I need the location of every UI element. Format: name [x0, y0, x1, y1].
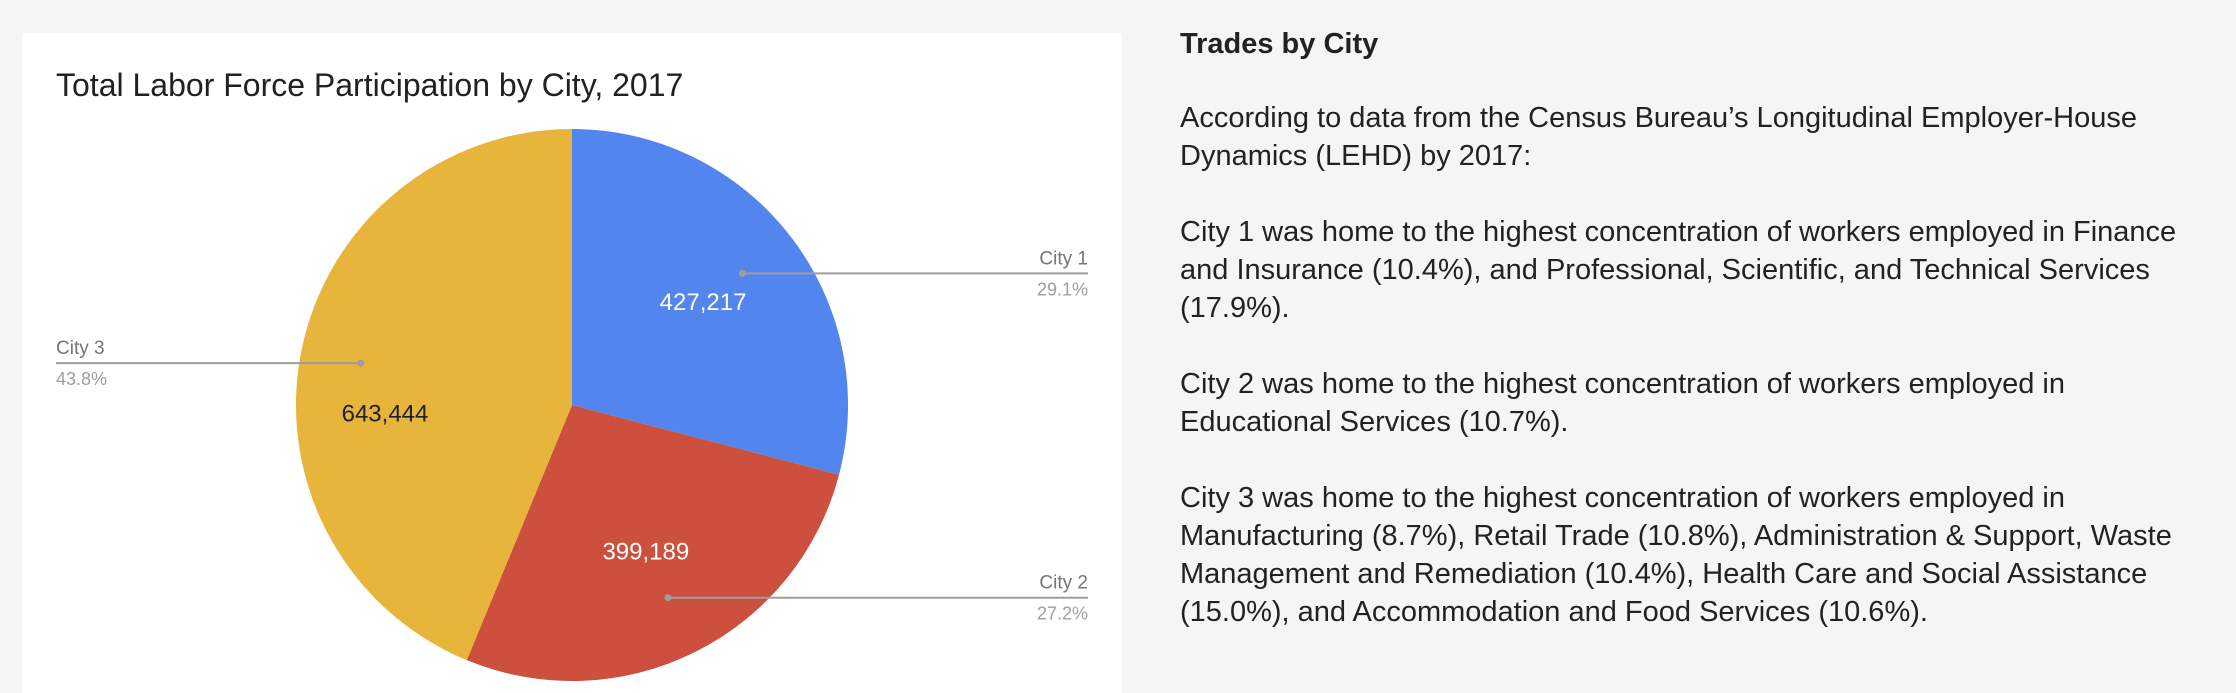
pie-slice-city-2	[466, 405, 840, 681]
series-label-city-2: City 2	[1039, 573, 1088, 594]
leader-dot-city-2	[664, 594, 672, 602]
article-paragraph-city-3: City 3 was home to the highest concentra…	[1180, 482, 2172, 628]
percent-label-city-2: 27.2%	[1037, 604, 1088, 624]
pie-slice-city-3	[295, 128, 572, 661]
chart-title: Total Labor Force Participation by City,…	[56, 67, 684, 103]
leader-dot-city-1	[738, 269, 746, 277]
value-label-city-3: 643,444	[342, 400, 429, 427]
value-label-city-2: 399,189	[602, 539, 689, 566]
chart-card: Total Labor Force Participation by City,…	[22, 33, 1122, 693]
article-paragraph-intro: According to data from the Census Bureau…	[1180, 102, 2137, 172]
leader-dot-city-3	[357, 359, 365, 367]
article-heading: Trades by City	[1180, 28, 1379, 60]
article-panel: Trades by City According to data from th…	[1180, 28, 2190, 669]
percent-label-city-1: 29.1%	[1037, 279, 1088, 299]
series-label-city-3: City 3	[56, 338, 105, 359]
series-label-city-1: City 1	[1039, 248, 1088, 269]
pie-chart: 427,217 399,189 643,444 City 1 29.1% City 2 27…	[56, 128, 1088, 681]
article-paragraph-city-1: City 1 was home to the highest concentra…	[1180, 216, 2177, 324]
percent-label-city-3: 43.8%	[56, 369, 107, 389]
value-label-city-1: 427,217	[660, 289, 747, 316]
pie-slice-city-1	[572, 129, 848, 475]
article-paragraph-city-2: City 2 was home to the highest concentra…	[1180, 368, 2065, 438]
